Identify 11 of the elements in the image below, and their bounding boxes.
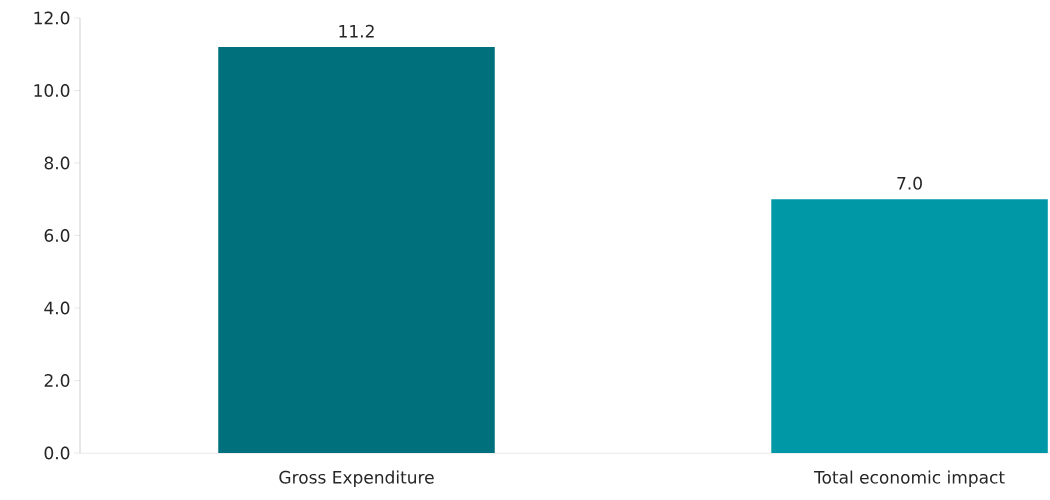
y-tick-label: 4.0 — [44, 301, 70, 315]
y-tick-label: 6.0 — [44, 229, 70, 242]
y-tick-label: 2.0 — [44, 374, 70, 387]
data-label: 7.0 — [897, 176, 922, 190]
x-tick-label: Gross Expenditure — [279, 470, 434, 487]
y-tick-label: 8.0 — [44, 156, 70, 170]
x-tick-label: Total economic impact — [813, 470, 1005, 487]
y-tick-label: 0.0 — [44, 446, 70, 460]
y-tick-label: 12.0 — [34, 11, 70, 25]
y-tick-label: 10.0 — [34, 84, 70, 97]
data-label: 11.2 — [339, 24, 374, 38]
